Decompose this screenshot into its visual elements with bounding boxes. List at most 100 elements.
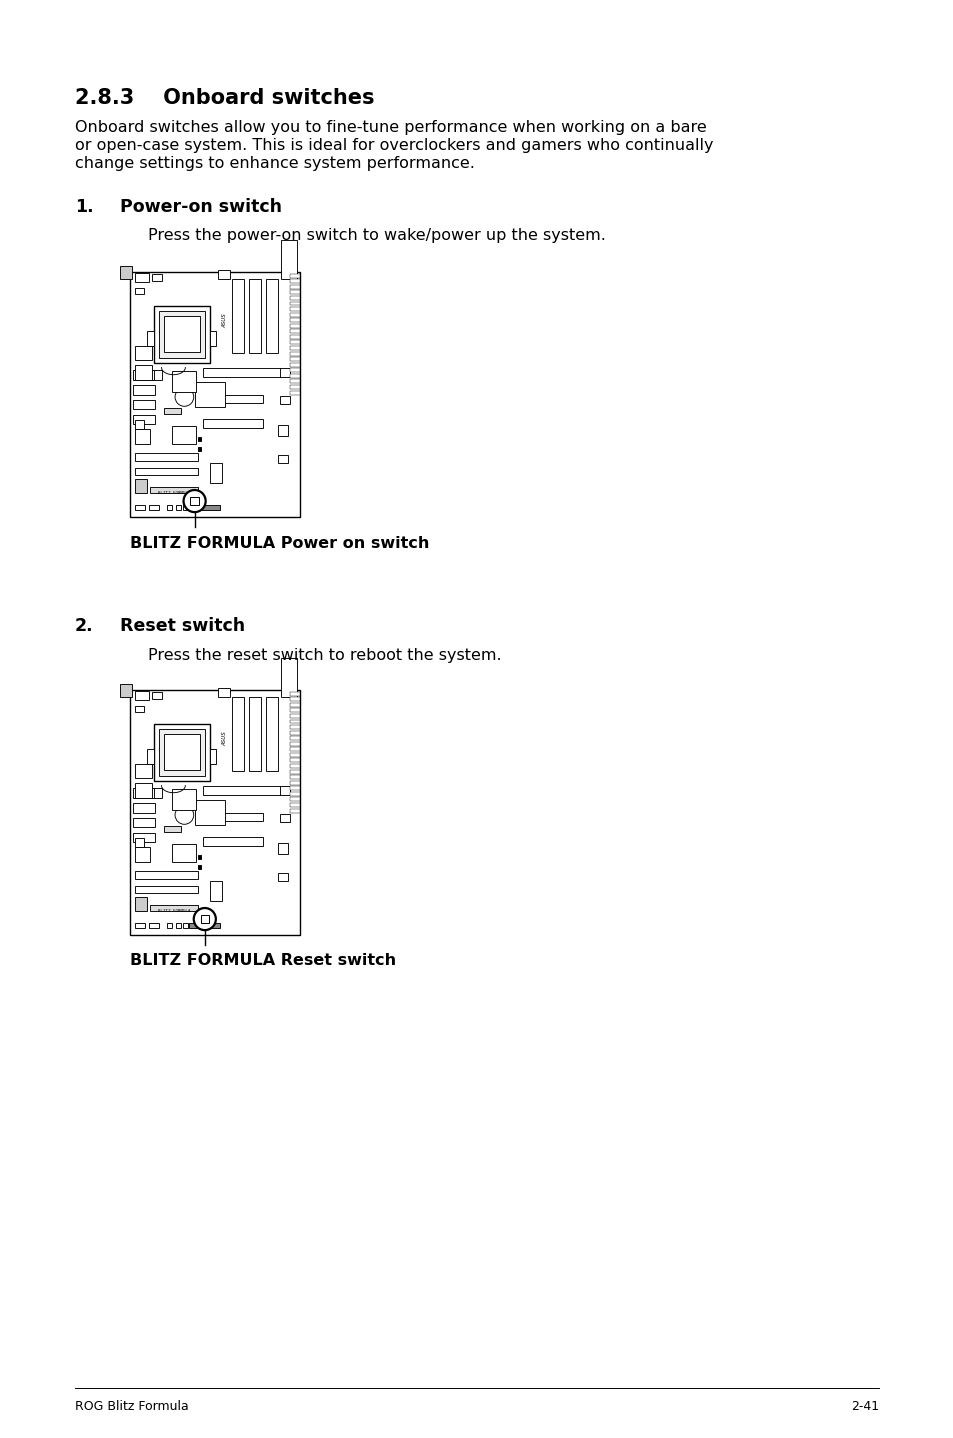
- Bar: [290, 798, 299, 801]
- Text: or open-case system. This is ideal for overclockers and gamers who continually: or open-case system. This is ideal for o…: [75, 138, 713, 152]
- Bar: [290, 308, 299, 311]
- Bar: [135, 871, 198, 879]
- Bar: [159, 312, 205, 358]
- Bar: [153, 788, 162, 798]
- Bar: [249, 697, 260, 771]
- Text: BLITZ FORMULA Power on switch: BLITZ FORMULA Power on switch: [130, 536, 429, 551]
- Bar: [172, 371, 196, 393]
- Bar: [290, 808, 299, 812]
- Bar: [135, 505, 145, 509]
- Bar: [132, 400, 155, 410]
- Bar: [281, 659, 296, 697]
- Bar: [290, 697, 299, 702]
- Text: BLITZ FORMULA Reset switch: BLITZ FORMULA Reset switch: [130, 953, 395, 968]
- Bar: [203, 394, 262, 403]
- Bar: [135, 923, 145, 928]
- Bar: [279, 368, 290, 377]
- Bar: [290, 362, 299, 367]
- Bar: [210, 881, 221, 900]
- Bar: [290, 692, 299, 696]
- Bar: [135, 692, 149, 700]
- Bar: [172, 789, 196, 810]
- Bar: [218, 687, 230, 697]
- Bar: [232, 279, 244, 352]
- Bar: [290, 736, 299, 741]
- Circle shape: [193, 907, 215, 930]
- Circle shape: [174, 805, 193, 824]
- Bar: [135, 288, 144, 293]
- Text: 2.8.3    Onboard switches: 2.8.3 Onboard switches: [75, 88, 375, 108]
- Bar: [290, 341, 299, 344]
- Bar: [151, 487, 198, 492]
- Bar: [210, 749, 215, 764]
- Bar: [132, 804, 155, 812]
- Bar: [152, 692, 162, 699]
- Bar: [132, 788, 155, 798]
- Text: 2.: 2.: [75, 617, 93, 636]
- Text: BLITZ FORMULA: BLITZ FORMULA: [158, 909, 191, 913]
- Bar: [290, 357, 299, 361]
- Bar: [167, 923, 172, 928]
- Bar: [290, 787, 299, 791]
- Bar: [290, 802, 299, 807]
- Bar: [149, 505, 159, 509]
- Bar: [135, 365, 152, 380]
- Bar: [290, 374, 299, 378]
- Bar: [149, 923, 159, 928]
- Text: Power-on switch: Power-on switch: [120, 198, 282, 216]
- Bar: [152, 273, 162, 280]
- Bar: [120, 266, 132, 279]
- Circle shape: [183, 490, 206, 512]
- Bar: [135, 706, 144, 712]
- Bar: [290, 748, 299, 751]
- Bar: [279, 785, 290, 795]
- Bar: [290, 302, 299, 305]
- Bar: [147, 749, 153, 764]
- Bar: [290, 758, 299, 762]
- Bar: [164, 316, 199, 352]
- Bar: [135, 886, 198, 893]
- Bar: [290, 385, 299, 388]
- Text: ROG Blitz Formula: ROG Blitz Formula: [75, 1401, 189, 1414]
- Bar: [203, 812, 262, 821]
- Bar: [290, 769, 299, 774]
- Bar: [277, 873, 288, 881]
- Bar: [194, 383, 225, 407]
- Bar: [164, 408, 181, 414]
- Bar: [290, 324, 299, 328]
- Bar: [135, 453, 198, 460]
- Bar: [200, 916, 209, 923]
- Text: ASUS: ASUS: [222, 732, 228, 746]
- Bar: [151, 905, 198, 910]
- Bar: [203, 368, 281, 377]
- Bar: [132, 414, 155, 424]
- Bar: [164, 735, 199, 771]
- Bar: [194, 801, 225, 825]
- Text: Press the reset switch to reboot the system.: Press the reset switch to reboot the sys…: [148, 649, 501, 663]
- Bar: [135, 847, 151, 861]
- Bar: [290, 318, 299, 322]
- Bar: [135, 838, 144, 847]
- Bar: [172, 426, 196, 443]
- Bar: [290, 725, 299, 729]
- Bar: [132, 385, 155, 394]
- Bar: [135, 273, 149, 282]
- Bar: [190, 505, 220, 509]
- Bar: [232, 697, 244, 771]
- Bar: [290, 709, 299, 712]
- Bar: [198, 437, 201, 441]
- Text: change settings to enhance system performance.: change settings to enhance system perfor…: [75, 155, 475, 171]
- Bar: [290, 703, 299, 706]
- Bar: [290, 285, 299, 289]
- Bar: [120, 684, 132, 697]
- Text: ASUS: ASUS: [222, 313, 228, 328]
- Bar: [290, 713, 299, 718]
- Bar: [290, 296, 299, 301]
- Bar: [203, 837, 262, 846]
- Text: 1.: 1.: [75, 198, 93, 216]
- Text: Press the power-on switch to wake/power up the system.: Press the power-on switch to wake/power …: [148, 229, 605, 243]
- Bar: [135, 345, 152, 360]
- Bar: [135, 897, 147, 910]
- Text: Onboard switches allow you to fine-tune performance when working on a bare: Onboard switches allow you to fine-tune …: [75, 119, 706, 135]
- Bar: [147, 331, 153, 345]
